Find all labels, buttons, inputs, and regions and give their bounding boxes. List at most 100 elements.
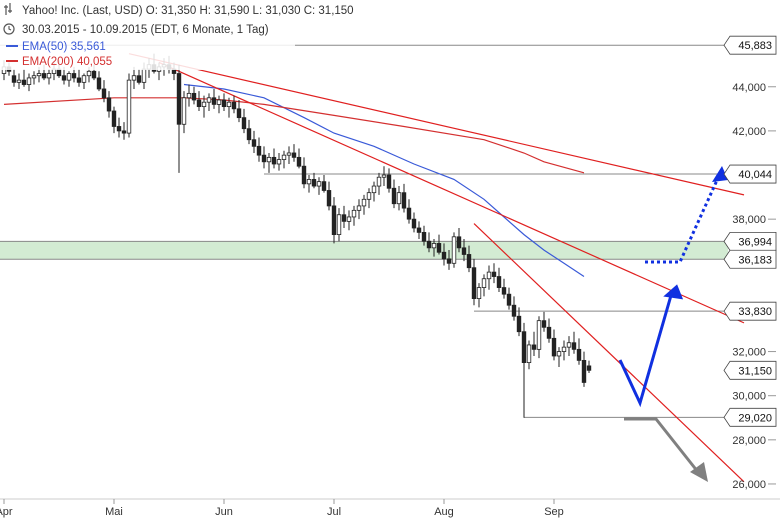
candle-body: [101, 88, 107, 99]
candle-body: [136, 75, 142, 83]
candle: [11, 69, 17, 87]
candle-body: [66, 73, 72, 81]
candle: [446, 250, 452, 270]
candle-body: [586, 365, 592, 371]
candle: [181, 91, 187, 134]
candle-body: [126, 79, 132, 134]
candle: [586, 360, 592, 373]
candle: [496, 267, 502, 292]
candle-body: [201, 101, 207, 108]
candle-body: [471, 267, 477, 300]
candle-body: [236, 108, 242, 119]
candle: [356, 199, 362, 220]
candle-body: [466, 254, 472, 269]
candle: [421, 225, 427, 246]
candle: [511, 296, 517, 321]
candle: [31, 71, 37, 85]
candle-body: [396, 192, 402, 205]
candle-body: [211, 97, 217, 105]
candle-body: [356, 205, 362, 211]
candle-body: [191, 92, 197, 101]
candle-body: [46, 73, 52, 79]
level-tag: 29,020: [723, 407, 777, 427]
candle-body: [541, 320, 547, 328]
candle: [476, 283, 482, 308]
candle: [361, 194, 367, 215]
candle: [571, 331, 577, 354]
candle-body: [341, 214, 347, 222]
candle-body: [196, 99, 202, 108]
bullish-arrowhead: [663, 284, 684, 300]
candle-body: [36, 73, 42, 77]
candle: [16, 73, 22, 89]
candle: [186, 84, 192, 107]
level-tag: 40,044: [723, 164, 777, 184]
candle-body: [561, 346, 567, 352]
candle-body: [286, 152, 292, 156]
candle: [456, 227, 462, 253]
candle-body: [421, 231, 427, 242]
candle-body: [86, 70, 92, 77]
bearish-scenario-arrow: [624, 417, 700, 473]
candle-body: [566, 342, 572, 348]
candle-body: [271, 156, 277, 165]
candle-body: [476, 287, 482, 300]
candle-body: [246, 128, 252, 141]
candle-body: [301, 165, 307, 185]
candle: [206, 93, 212, 112]
candle-body: [306, 179, 312, 185]
candle-body: [411, 218, 417, 229]
candle-body: [41, 73, 47, 79]
candle: [336, 208, 342, 242]
trendlines: [128, 53, 745, 483]
candle: [306, 175, 312, 193]
candle: [66, 71, 72, 87]
candle: [201, 95, 207, 118]
candle-body: [576, 348, 582, 361]
candle: [81, 73, 87, 89]
candle-body: [456, 236, 462, 249]
candle: [241, 108, 247, 134]
y-tick-label: 38,000: [732, 214, 766, 226]
candle-body: [426, 240, 432, 249]
trendline-1: [128, 53, 745, 196]
level-tag: 36,994: [723, 231, 777, 251]
candle: [451, 232, 457, 268]
candle-body: [506, 293, 512, 306]
candle: [231, 95, 237, 114]
level-tag-box: [723, 35, 777, 55]
candle-body: [221, 99, 227, 108]
candle: [531, 331, 537, 356]
candle-body: [526, 344, 532, 363]
candle: [346, 210, 352, 231]
candle-body: [291, 152, 297, 158]
candle: [176, 64, 182, 173]
candle: [491, 263, 497, 284]
candle-body: [536, 320, 542, 350]
candle-body: [181, 97, 187, 125]
candle-body: [76, 77, 82, 83]
candle: [341, 205, 347, 228]
candle: [351, 205, 357, 226]
candle-body: [436, 243, 442, 253]
ema-lines: [3, 83, 585, 278]
candle-body: [216, 99, 222, 105]
candle-body: [521, 331, 527, 363]
candle-body: [391, 187, 397, 205]
candle-body: [386, 174, 392, 189]
y-tick-label: 26,000: [732, 479, 766, 491]
candle: [396, 186, 402, 211]
candle-body: [206, 97, 212, 103]
range-line: 30.03.2015 - 10.09.2015 (EDT, 6 Monate, …: [22, 24, 269, 36]
candle: [521, 322, 527, 418]
candle-body: [261, 154, 267, 163]
candle-body: [176, 73, 182, 125]
candle: [576, 338, 582, 365]
level-tag-label: 36,183: [738, 254, 772, 266]
candle-body: [111, 110, 117, 127]
candle-body: [276, 159, 282, 165]
candle: [486, 265, 492, 290]
candle: [401, 183, 407, 213]
candle: [266, 152, 272, 173]
